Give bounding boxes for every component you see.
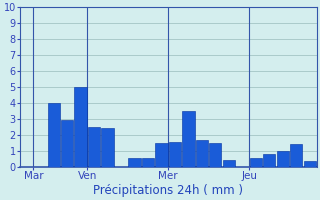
Bar — [142, 158, 154, 167]
Bar — [88, 127, 100, 167]
Bar — [182, 111, 195, 167]
Bar — [263, 154, 276, 167]
Bar — [250, 158, 262, 167]
Bar — [61, 120, 73, 167]
X-axis label: Précipitations 24h ( mm ): Précipitations 24h ( mm ) — [93, 184, 243, 197]
Bar — [223, 160, 235, 167]
Bar — [277, 151, 289, 167]
Bar — [290, 144, 302, 167]
Bar — [196, 140, 208, 167]
Bar — [101, 128, 114, 167]
Bar — [128, 158, 140, 167]
Bar — [156, 143, 168, 167]
Bar — [169, 142, 181, 167]
Bar — [48, 103, 60, 167]
Bar — [75, 87, 87, 167]
Bar — [209, 143, 221, 167]
Bar — [304, 161, 316, 167]
